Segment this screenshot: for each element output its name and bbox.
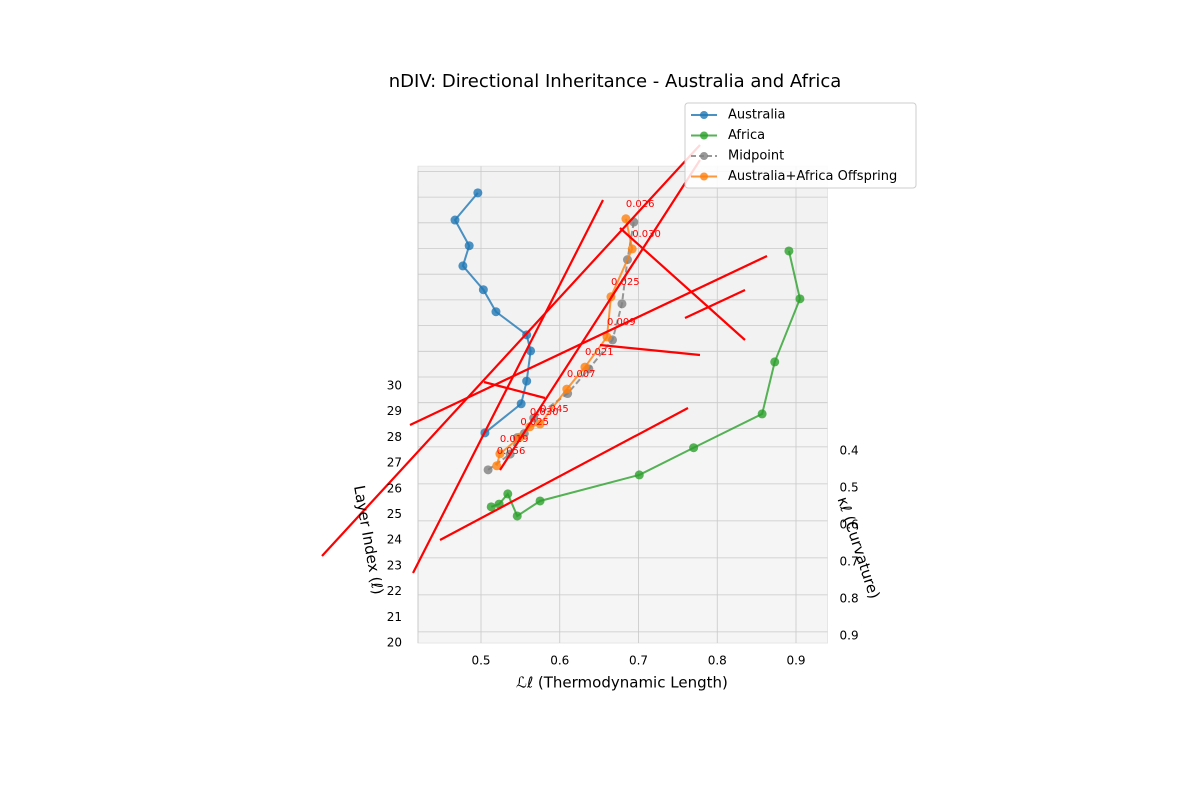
direction-arrow [619,227,746,341]
data-point [757,409,767,419]
x-axis-label: ℒℓ (Thermodynamic Length) [516,674,728,692]
direction-arrow [321,144,701,557]
direction-arrow [684,289,746,319]
data-point [535,419,545,429]
z-tick-label: 24 [387,533,402,547]
z-axis-label: Layer Index (ℓ) [350,484,387,596]
point-label: 0.030 [632,229,661,240]
point-label: 0.045 [540,404,569,415]
grid [417,166,828,643]
data-point [689,443,699,453]
data-point [580,362,590,372]
data-point [473,188,483,198]
z-tick-label: 28 [387,430,402,444]
data-point [495,449,505,459]
legend-box [684,102,917,189]
direction-arrow [499,159,701,471]
data-point [795,294,805,304]
legend-label: Midpoint [728,149,784,164]
y-tick-label: 0.5 [840,480,859,494]
point-label: 0.019 [500,434,529,445]
point-label: 0.025 [520,417,549,428]
labels: 0.5 0.6 0.7 0.8 0.9 0.4 0.5 0.6 0.7 0.8 0.9 20 21 22 2… [387,199,859,668]
data-point [478,285,488,295]
z-tick-label: 27 [387,456,402,470]
data-point [483,465,493,475]
direction-arrow [439,407,689,541]
point-label: 0.021 [585,347,614,358]
point-label: 0.056 [497,446,526,457]
data-point [562,384,572,394]
direction-arrow [412,199,604,574]
data-point [464,241,474,251]
direction-arrow [599,343,701,357]
data-point [535,496,545,506]
x-tick-label: 0.7 [629,654,648,668]
x-tick-label: 0.5 [471,654,490,668]
z-tick-label: 25 [387,507,402,521]
x-tick-label: 0.8 [708,654,727,668]
legend-label: Australia [728,108,786,123]
y-tick-label: 0.6 [840,517,859,531]
chart-title: nDIV: Directional Inheritance - Australi… [389,71,842,92]
z-tick-label: 30 [387,379,402,393]
direction-arrow [483,380,546,400]
data-point [458,261,468,271]
panes [417,165,828,644]
data-point [621,214,631,224]
legend: Australia Africa Midpoint Australia+Africa … [684,102,917,189]
data-point [634,470,644,480]
x-tick-label: 0.9 [786,654,805,668]
data-point [503,489,513,499]
data-point [784,246,794,256]
data-point [522,376,532,386]
data-point [770,357,780,367]
point-label: 0.030 [530,407,559,418]
z-tick-label: 23 [387,558,402,572]
direction-arrows [321,144,768,574]
floor-pane [417,427,828,644]
z-tick-label: 22 [387,584,402,598]
point-label: 0.007 [567,369,596,380]
y-axis-label: κℓ (Curvature) [834,495,884,602]
legend-marker [700,111,708,119]
legend-label: Africa [728,128,765,143]
point-label: 0.025 [611,277,640,288]
z-tick-label: 29 [387,404,402,418]
point-label: 0.026 [626,199,655,210]
data-point [491,307,501,317]
data-point [492,461,502,471]
y-tick-label: 0.9 [840,628,859,642]
point-label: 0.009 [607,317,636,328]
x-tick-label: 0.6 [550,654,569,668]
data-point [617,299,627,309]
data-point [602,332,612,342]
data-point [516,399,526,409]
z-tick-label: 26 [387,481,402,495]
data-point [450,215,460,225]
direction-arrow [409,255,768,426]
legend-marker [700,152,708,160]
legend-label: Australia+Africa Offspring [728,169,897,184]
y-tick-label: 0.4 [840,443,859,457]
y-tick-label: 0.7 [840,554,859,568]
z-tick-label: 21 [387,610,402,624]
y-tick-label: 0.8 [840,591,859,605]
data-point [627,244,637,254]
legend-marker [700,172,708,181]
data-point [512,511,522,521]
data-point [486,502,496,512]
legend-marker [700,131,708,140]
z-tick-label: 20 [387,636,402,650]
